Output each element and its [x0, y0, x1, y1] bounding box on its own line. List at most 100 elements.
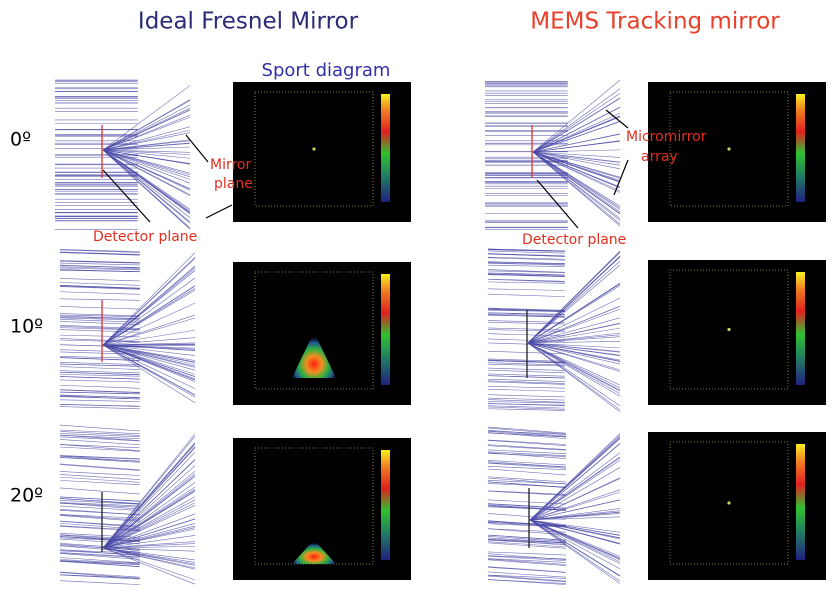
ray — [488, 466, 566, 469]
ray — [488, 403, 565, 405]
ray — [60, 292, 140, 295]
ray — [60, 299, 140, 301]
ray — [60, 407, 140, 409]
ray — [488, 395, 565, 397]
color-bar — [796, 444, 805, 560]
ray — [60, 282, 140, 285]
spot — [312, 147, 315, 150]
annotation: Detector plane — [522, 232, 626, 248]
ray — [488, 567, 566, 573]
ray — [60, 385, 140, 388]
ray — [528, 251, 620, 343]
ray — [488, 491, 566, 495]
ray — [103, 548, 195, 562]
ray — [530, 520, 620, 576]
ray — [60, 465, 140, 471]
ray — [60, 400, 140, 402]
ray-diagram — [488, 249, 620, 412]
ray — [488, 389, 565, 391]
spot-diagram — [648, 432, 826, 580]
row-label: 0º — [10, 129, 31, 151]
right-title: MEMS Tracking mirror — [530, 9, 780, 35]
annotation: Micromirror — [626, 129, 707, 145]
spot-diagram — [233, 262, 411, 405]
ray — [60, 265, 140, 268]
ray-diagram — [488, 427, 620, 585]
ray — [103, 100, 190, 150]
row-label: 20º — [10, 485, 43, 507]
ray — [60, 390, 140, 393]
ray — [488, 386, 565, 388]
left-title: Ideal Fresnel Mirror — [138, 9, 359, 35]
ray-diagram — [60, 425, 195, 585]
ray — [530, 458, 620, 520]
ray-diagram — [55, 80, 190, 229]
color-bar — [381, 94, 390, 202]
ray — [60, 425, 140, 431]
ray — [488, 279, 565, 281]
spot-title: Sport diagram — [262, 60, 391, 81]
ray — [103, 105, 190, 150]
ray — [60, 480, 140, 484]
ray — [60, 278, 140, 280]
annotation: array — [641, 149, 678, 165]
ray — [60, 435, 140, 438]
arrow — [614, 160, 628, 195]
ray — [60, 488, 140, 494]
spot — [727, 147, 730, 150]
ray — [60, 380, 140, 382]
ray — [60, 367, 140, 370]
row-label: 10º — [10, 316, 43, 338]
ray — [528, 256, 620, 343]
ray — [103, 497, 195, 548]
color-bar — [381, 274, 390, 385]
ray — [488, 294, 565, 296]
ray — [488, 450, 566, 454]
annotation: plane — [214, 176, 253, 192]
color-bar — [796, 94, 805, 202]
ray — [60, 306, 140, 309]
ray — [533, 98, 620, 152]
ray — [60, 404, 140, 406]
ray — [488, 491, 566, 495]
color-bar — [796, 272, 805, 385]
ray — [103, 288, 195, 345]
spot-diagram — [233, 82, 411, 222]
figure: Ideal Fresnel Mirror MEMS Tracking mirro… — [0, 0, 831, 590]
ray — [103, 150, 190, 211]
ray — [103, 270, 195, 345]
ray — [103, 345, 195, 389]
ray — [488, 406, 565, 408]
ray — [103, 267, 195, 345]
ray — [60, 376, 140, 379]
color-bar — [381, 450, 390, 560]
ray — [488, 469, 566, 475]
ray — [103, 459, 195, 548]
ray — [488, 440, 566, 444]
spot — [727, 328, 730, 331]
ray — [103, 253, 195, 345]
ray-diagram — [60, 249, 195, 408]
ray — [530, 460, 620, 520]
arrow — [206, 205, 232, 218]
ray — [488, 289, 565, 291]
spot-diagram — [648, 260, 826, 405]
ray — [488, 446, 566, 451]
spot — [727, 501, 730, 504]
ray — [488, 445, 566, 450]
spot-diagram — [233, 438, 411, 580]
ray — [60, 263, 140, 265]
ray — [488, 463, 566, 467]
annotation: Mirror — [210, 157, 251, 173]
ray — [60, 581, 140, 585]
ray — [60, 477, 140, 482]
ray — [488, 440, 566, 445]
ray-diagram — [485, 80, 620, 230]
ray — [103, 150, 190, 183]
ray — [528, 265, 620, 343]
ray — [103, 150, 190, 222]
annotation: Detector plane — [93, 229, 197, 245]
ray — [488, 482, 566, 488]
ray — [530, 438, 620, 520]
ray — [488, 282, 565, 283]
